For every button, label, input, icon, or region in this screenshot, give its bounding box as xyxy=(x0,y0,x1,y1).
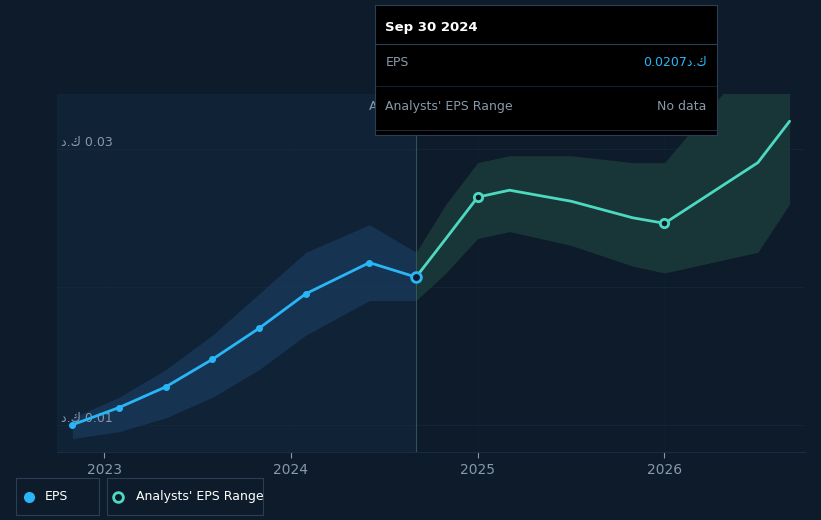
Text: No data: No data xyxy=(658,100,707,113)
Text: Analysts Forecasts: Analysts Forecasts xyxy=(424,100,540,113)
Text: Analysts' EPS Range: Analysts' EPS Range xyxy=(136,490,264,503)
Text: Actual: Actual xyxy=(369,100,409,113)
Bar xyxy=(57,94,416,452)
Text: Analysts' EPS Range: Analysts' EPS Range xyxy=(385,100,513,113)
Text: EPS: EPS xyxy=(45,490,68,503)
Text: د.ك 0.01: د.ك 0.01 xyxy=(62,412,113,425)
Text: د.ك 0.03: د.ك 0.03 xyxy=(62,136,113,149)
Text: EPS: EPS xyxy=(385,56,409,69)
Text: Sep 30 2024: Sep 30 2024 xyxy=(385,21,478,34)
Text: 0.0207د.ك: 0.0207د.ك xyxy=(643,56,707,69)
